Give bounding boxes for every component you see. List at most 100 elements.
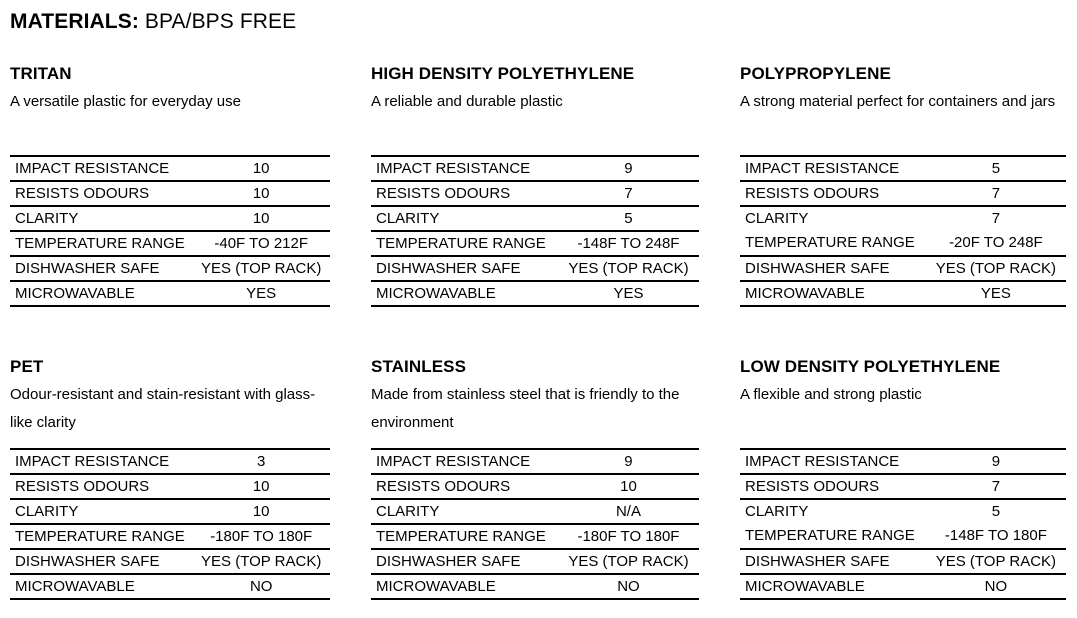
table-row: RESISTS ODOURS 10 xyxy=(10,473,330,498)
table-row: DISHWASHER SAFE YES (TOP RACK) xyxy=(10,255,330,280)
spec-value: NO xyxy=(617,578,640,595)
spec-value: 5 xyxy=(624,210,633,227)
spec-value: 9 xyxy=(624,453,633,470)
table-row: RESISTS ODOURS 7 xyxy=(740,473,1066,498)
spec-value: 10 xyxy=(620,478,637,495)
spec-value: -180F TO 180F xyxy=(210,528,313,545)
spec-label: MICROWAVABLE xyxy=(745,578,865,595)
table-row: RESISTS ODOURS 7 xyxy=(371,180,699,205)
table-row: MICROWAVABLE NO xyxy=(740,573,1066,598)
spec-label: IMPACT RESISTANCE xyxy=(376,453,531,470)
material-card-tritan: TRITAN A versatile plastic for everyday … xyxy=(10,60,330,307)
table-row: CLARITY N/A xyxy=(371,498,699,523)
spec-value: 7 xyxy=(991,210,1001,227)
material-name: STAINLESS xyxy=(371,357,467,376)
spec-label: CLARITY xyxy=(376,210,440,227)
material-description: Made from stainless steel that is friend… xyxy=(371,386,680,431)
table-row: DISHWASHER SAFE YES (TOP RACK) xyxy=(740,548,1066,573)
spec-label: MICROWAVABLE xyxy=(376,578,496,595)
spec-value: YES xyxy=(613,285,644,302)
table-row: MICROWAVABLE NO xyxy=(10,573,330,598)
materials-page: MATERIALS: BPA/BPS FREE TRITAN A versati… xyxy=(10,8,1066,600)
page-title-suffix: BPA/BPS FREE xyxy=(144,10,297,33)
spec-value: 9 xyxy=(991,453,1001,470)
spec-label: MICROWAVABLE xyxy=(15,285,135,302)
page-title: MATERIALS: BPA/BPS FREE xyxy=(10,8,1063,36)
table-row: RESISTS ODOURS 7 xyxy=(740,180,1066,205)
material-description: A strong material perfect for containers… xyxy=(740,93,1056,110)
spec-value: NO xyxy=(249,578,273,595)
spec-value: 7 xyxy=(991,478,1001,495)
spec-label: RESISTS ODOURS xyxy=(745,185,880,202)
spec-label: MICROWAVABLE xyxy=(376,285,496,302)
material-card-polypropylene: POLYPROPYLENE A strong material perfect … xyxy=(740,60,1066,307)
materials-grid: TRITAN A versatile plastic for everyday … xyxy=(10,60,1066,600)
material-name: TRITAN xyxy=(10,64,72,83)
spec-value: YES (TOP RACK) xyxy=(568,260,689,277)
material-card-stainless: STAINLESS Made from stainless steel that… xyxy=(371,353,699,600)
material-spec-table: IMPACT RESISTANCE 10 RESISTS ODOURS 10 C… xyxy=(10,155,330,307)
spec-label: IMPACT RESISTANCE xyxy=(745,453,900,470)
table-row: IMPACT RESISTANCE 10 xyxy=(10,155,330,180)
spec-value: YES xyxy=(246,285,277,302)
spec-value: 3 xyxy=(257,453,266,470)
spec-label: TEMPERATURE RANGE xyxy=(745,234,915,251)
spec-label: RESISTS ODOURS xyxy=(376,185,511,202)
spec-label: TEMPERATURE RANGE xyxy=(376,235,546,252)
table-row: MICROWAVABLE YES xyxy=(371,280,699,305)
spec-value: YES (TOP RACK) xyxy=(568,553,689,570)
table-row: CLARITY 7 xyxy=(740,205,1066,230)
table-row: IMPACT RESISTANCE 3 xyxy=(10,448,330,473)
table-row: TEMPERATURE RANGE -20F TO 248F xyxy=(740,230,1066,255)
table-row: MICROWAVABLE YES xyxy=(740,280,1066,305)
table-row: DISHWASHER SAFE YES (TOP RACK) xyxy=(371,548,699,573)
spec-label: RESISTS ODOURS xyxy=(745,478,880,495)
spec-value: 5 xyxy=(991,503,1001,520)
material-spec-table: IMPACT RESISTANCE 5 RESISTS ODOURS 7 CLA… xyxy=(740,155,1066,307)
material-spec-table: IMPACT RESISTANCE 9 RESISTS ODOURS 7 CLA… xyxy=(371,155,699,307)
table-row: CLARITY 10 xyxy=(10,205,330,230)
spec-label: TEMPERATURE RANGE xyxy=(15,528,185,545)
spec-value: 10 xyxy=(252,210,270,227)
spec-value: 7 xyxy=(991,185,1001,202)
table-row: CLARITY 5 xyxy=(740,498,1066,523)
table-row: TEMPERATURE RANGE -148F TO 248F xyxy=(371,230,699,255)
spec-value: 10 xyxy=(252,160,270,177)
spec-label: RESISTS ODOURS xyxy=(15,478,150,495)
spec-label: MICROWAVABLE xyxy=(15,578,135,595)
material-spec-table: IMPACT RESISTANCE 9 RESISTS ODOURS 10 CL… xyxy=(371,448,699,600)
spec-label: TEMPERATURE RANGE xyxy=(376,528,546,545)
spec-label: IMPACT RESISTANCE xyxy=(376,160,531,177)
spec-label: CLARITY xyxy=(376,503,440,520)
spec-value: -148F TO 180F xyxy=(944,527,1047,544)
material-spec-table: IMPACT RESISTANCE 3 RESISTS ODOURS 10 CL… xyxy=(10,448,330,600)
page-title-prefix: MATERIALS: xyxy=(10,10,139,33)
spec-label: DISHWASHER SAFE xyxy=(15,260,160,277)
spec-label: CLARITY xyxy=(745,503,809,520)
table-row: TEMPERATURE RANGE -40F TO 212F xyxy=(10,230,330,255)
spec-value: YES (TOP RACK) xyxy=(201,260,322,277)
spec-label: CLARITY xyxy=(745,210,809,227)
material-card-hdpe: HIGH DENSITY POLYETHYLENE A reliable and… xyxy=(371,60,699,307)
table-row: DISHWASHER SAFE YES (TOP RACK) xyxy=(10,548,330,573)
table-row: DISHWASHER SAFE YES (TOP RACK) xyxy=(740,255,1066,280)
spec-value: -40F TO 212F xyxy=(214,235,309,252)
material-description: Odour-resistant and stain-resistant with… xyxy=(10,386,316,431)
spec-label: IMPACT RESISTANCE xyxy=(745,160,900,177)
material-name: POLYPROPYLENE xyxy=(740,64,891,83)
table-row: MICROWAVABLE YES xyxy=(10,280,330,305)
spec-label: MICROWAVABLE xyxy=(745,285,865,302)
material-description: A reliable and durable plastic xyxy=(371,93,563,110)
material-card-pet: PET Odour-resistant and stain-resistant … xyxy=(10,353,330,600)
spec-value: 10 xyxy=(252,503,270,520)
spec-label: CLARITY xyxy=(15,210,79,227)
material-description: A flexible and strong plastic xyxy=(740,386,922,403)
spec-value: 9 xyxy=(624,160,633,177)
spec-label: IMPACT RESISTANCE xyxy=(15,453,170,470)
table-row: TEMPERATURE RANGE -180F TO 180F xyxy=(10,523,330,548)
spec-label: IMPACT RESISTANCE xyxy=(15,160,170,177)
table-row: TEMPERATURE RANGE -180F TO 180F xyxy=(371,523,699,548)
table-row: CLARITY 5 xyxy=(371,205,699,230)
spec-label: DISHWASHER SAFE xyxy=(15,553,160,570)
spec-value: 5 xyxy=(991,160,1001,177)
